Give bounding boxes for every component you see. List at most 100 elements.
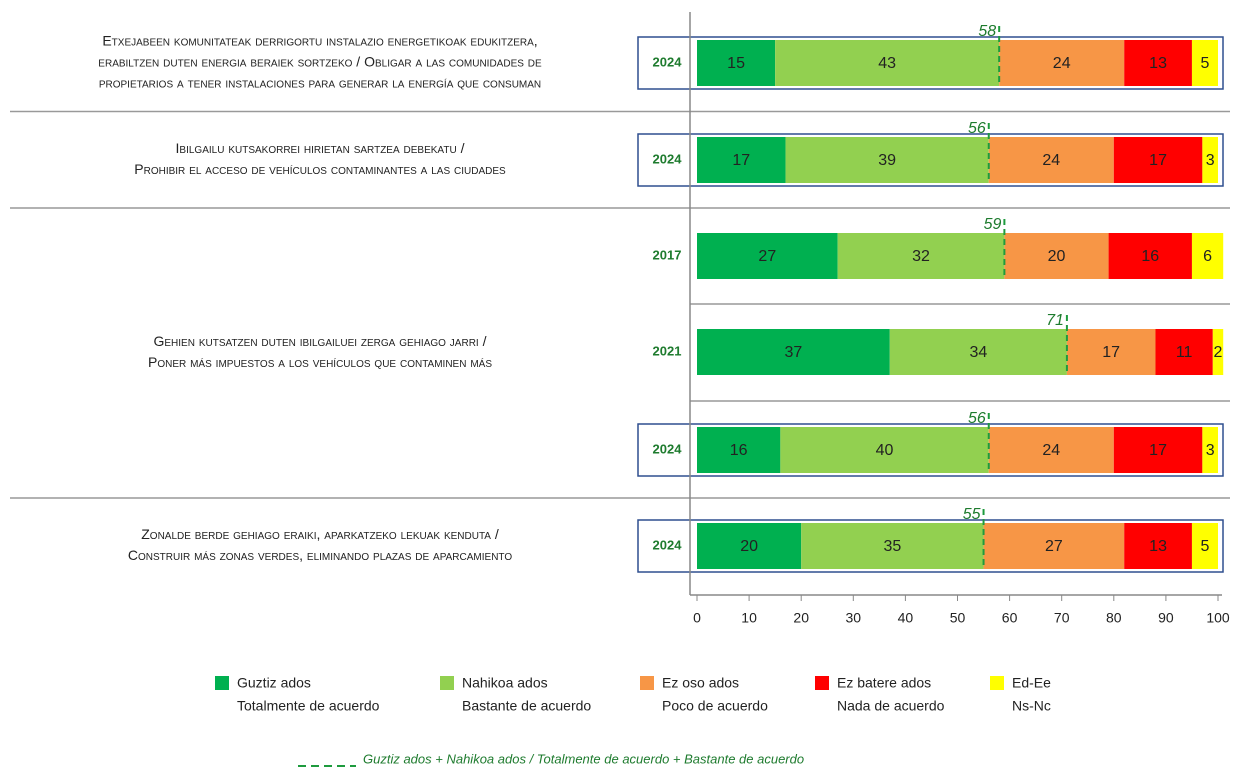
year-label: 2024 <box>653 537 683 552</box>
bar-segment <box>697 427 781 473</box>
value-label: 3 <box>1206 152 1215 169</box>
value-label: 34 <box>969 344 987 361</box>
total-label: 58 <box>978 23 996 40</box>
value-label: 3 <box>1206 442 1215 459</box>
value-label: 35 <box>883 538 901 555</box>
bar-segment <box>1113 427 1203 473</box>
value-label: 24 <box>1042 442 1060 459</box>
value-label: 27 <box>758 248 776 265</box>
value-label: 37 <box>784 344 802 361</box>
bar-segment <box>889 329 1067 375</box>
bar-segment <box>697 523 802 569</box>
bar-segment <box>999 40 1125 86</box>
group-label: Etxejabeen komunitateak derrigortu insta… <box>102 33 537 49</box>
highlight-box <box>637 519 1224 573</box>
bar-segment <box>697 40 776 86</box>
highlight-box <box>637 36 1224 90</box>
legend-swatch <box>440 676 454 690</box>
legend-label: Nahikoa ados <box>462 675 548 691</box>
legend-swatch <box>990 676 1004 690</box>
x-tick-label: 50 <box>950 610 966 626</box>
value-label: 5 <box>1201 538 1210 555</box>
value-label: 20 <box>740 538 758 555</box>
total-label: 55 <box>963 506 981 523</box>
legend-label: Poco de acuerdo <box>662 698 768 714</box>
value-label: 32 <box>912 248 930 265</box>
value-label: 16 <box>1141 248 1159 265</box>
x-tick-label: 70 <box>1054 610 1070 626</box>
bar-segment <box>988 427 1114 473</box>
bar-segment <box>1191 523 1218 569</box>
x-tick-label: 40 <box>898 610 914 626</box>
legend-swatch <box>815 676 829 690</box>
legend-label: Totalmente de acuerdo <box>237 698 380 714</box>
group-label: erabiltzen duten energia beraiek sortzek… <box>98 54 542 70</box>
bar-segment <box>1202 427 1218 473</box>
total-label: 56 <box>968 120 986 137</box>
bar-segment <box>697 329 890 375</box>
value-label: 17 <box>732 152 750 169</box>
total-label: 71 <box>1046 312 1064 329</box>
bar-segment <box>697 233 838 279</box>
group-label: propietarios a tener instalaciones para … <box>99 75 541 91</box>
x-tick-label: 80 <box>1106 610 1122 626</box>
bar-segment <box>697 137 786 183</box>
value-label: 43 <box>878 55 896 72</box>
group-label: Construir más zonas verdes, eliminando p… <box>128 547 512 563</box>
year-label: 2021 <box>653 343 682 358</box>
bar-segment <box>983 523 1125 569</box>
bar-segment <box>1124 40 1192 86</box>
legend-swatch <box>640 676 654 690</box>
legend-label: Guztiz ados <box>237 675 311 691</box>
bar-segment <box>775 40 1000 86</box>
value-label: 15 <box>727 55 745 72</box>
x-tick-label: 30 <box>846 610 862 626</box>
legend-label: Ed-Ee <box>1012 675 1051 691</box>
year-label: 2024 <box>653 441 683 456</box>
value-label: 20 <box>1048 248 1066 265</box>
total-label: 56 <box>968 410 986 427</box>
value-label: 6 <box>1203 248 1212 265</box>
bar-segment <box>1191 40 1218 86</box>
bar-segment <box>785 137 989 183</box>
group-label: Zonalde berde gehiago eraiki, aparkatzek… <box>141 526 499 542</box>
value-label: 13 <box>1149 538 1167 555</box>
bar-segment <box>780 427 989 473</box>
group-label: Poner más impuestos a los vehículos que … <box>148 354 492 370</box>
value-label: 27 <box>1045 538 1063 555</box>
value-label: 40 <box>876 442 894 459</box>
x-tick-label: 10 <box>741 610 757 626</box>
bar-segment <box>1124 523 1192 569</box>
value-label: 17 <box>1149 152 1167 169</box>
value-label: 2 <box>1214 344 1223 361</box>
bar-segment <box>1108 233 1192 279</box>
value-label: 13 <box>1149 55 1167 72</box>
bar-segment <box>1202 137 1218 183</box>
group-label: Ibilgailu kutsakorrei hirietan sartzea d… <box>176 140 465 156</box>
bar-segment <box>1113 137 1203 183</box>
group-label: Prohibir el acceso de vehículos contamin… <box>134 161 506 177</box>
highlight-box <box>637 423 1224 477</box>
bar-segment <box>1066 329 1156 375</box>
year-label: 2024 <box>653 54 683 69</box>
year-label: 2017 <box>653 247 682 262</box>
bar-segment <box>1004 233 1109 279</box>
legend-swatch <box>215 676 229 690</box>
legend-total-label: Guztiz ados + Nahikoa ados / Totalmente … <box>363 751 804 766</box>
highlight-box <box>637 133 1224 187</box>
value-label: 24 <box>1042 152 1060 169</box>
value-label: 17 <box>1149 442 1167 459</box>
value-label: 16 <box>730 442 748 459</box>
x-tick-label: 90 <box>1158 610 1174 626</box>
value-label: 24 <box>1053 55 1071 72</box>
bar-segment <box>801 523 984 569</box>
group-label: Gehien kutsatzen duten ibilgailuei zerga… <box>154 333 487 349</box>
value-label: 5 <box>1201 55 1210 72</box>
bar-segment <box>1155 329 1213 375</box>
bar-segment <box>1212 329 1224 375</box>
year-label: 2024 <box>653 151 683 166</box>
x-tick-label: 100 <box>1206 610 1230 626</box>
x-tick-label: 60 <box>1002 610 1018 626</box>
bar-segment <box>988 137 1114 183</box>
